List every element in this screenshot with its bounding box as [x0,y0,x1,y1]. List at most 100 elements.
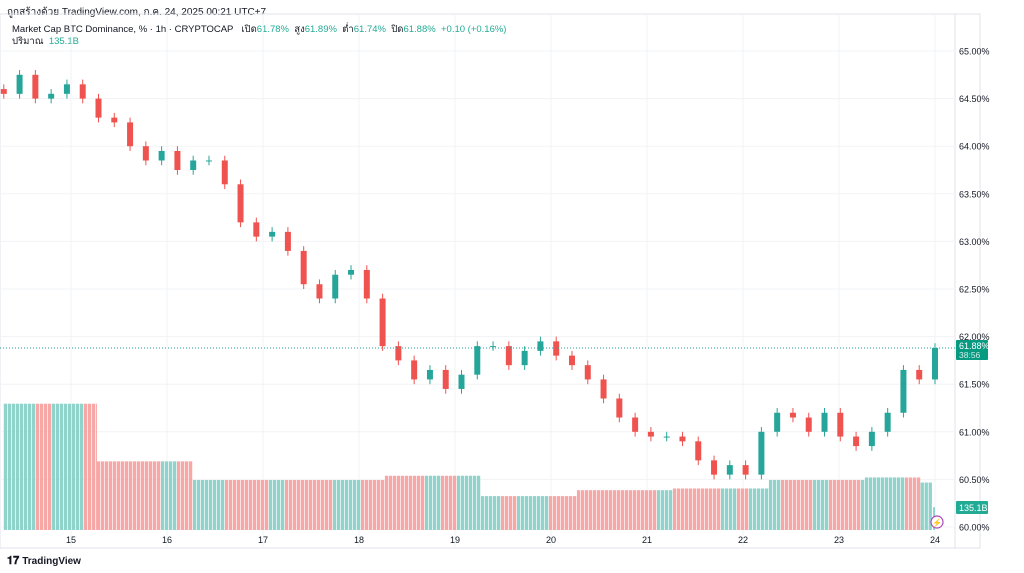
candle-body [379,298,386,347]
open-value: 61.78% [256,24,289,35]
candle-body [300,250,307,285]
volume-bar [528,496,533,530]
x-tick-label: 17 [258,535,268,545]
candle-body [190,160,197,170]
y-tick-label: 63.00% [959,237,990,247]
volume-bar [856,480,861,530]
volume-bar [752,488,757,530]
high-label: สูง [294,24,305,35]
volume-bar [832,480,837,530]
volume-bar [216,480,221,530]
volume-bar [152,461,157,530]
volume-bar [292,480,297,530]
volume-bar [556,496,561,530]
candle-body [332,274,339,299]
volume-bar [43,403,48,530]
volume-bar [196,480,201,530]
volume-bar [860,480,865,530]
volume-bar [156,461,161,530]
candle-body [48,93,55,99]
candle-body [32,74,39,99]
volume-bar [376,480,381,530]
candle-body [16,74,23,94]
volume-bar [688,488,693,530]
volume-bar [704,488,709,530]
volume-bar [624,490,629,530]
candle-body [505,346,512,366]
volume-bar [676,488,681,530]
candle-body [900,369,907,413]
volume-bar [212,480,217,530]
volume-bar [448,475,453,530]
candle-body [758,431,765,475]
volume-bar [31,403,36,530]
volume-bar [804,480,809,530]
volume-bar [820,480,825,530]
volume-bar [872,477,877,530]
volume-bar [316,480,321,530]
volume-bar [248,480,253,530]
volume-bar [320,480,325,530]
volume-bar [240,480,245,530]
volume-bar [184,461,189,530]
volume-value: 135.1B [48,36,79,47]
candle-body [348,269,355,275]
volume-bar [47,403,52,530]
y-tick-label: 61.00% [959,427,990,437]
volume-bar [23,403,28,530]
candle-body [95,98,102,118]
candle-body [679,436,686,442]
volume-bar [768,480,773,530]
volume-bar [91,403,96,530]
volume-bar [700,488,705,530]
candle-body [205,160,212,162]
volume-bar [460,475,465,530]
volume-bar [388,475,393,530]
volume-bar [55,403,60,530]
volume-bar [128,461,133,530]
volume-bar [352,480,357,530]
volume-bar [268,480,273,530]
volume-bar [264,480,269,530]
volume-bar [672,488,677,530]
volume-bar [224,480,229,530]
volume-bar [140,461,145,530]
volume-bar [760,488,765,530]
volume-bar [436,475,441,530]
y-tick-label: 61.50% [959,380,990,390]
volume-bar [252,480,257,530]
y-tick-label: 60.00% [959,523,990,533]
candle-body [916,369,923,380]
x-tick-label: 24 [930,535,940,545]
volume-bar [796,480,801,530]
y-tick-label: 62.50% [959,285,990,295]
volume-bar [208,480,213,530]
volume-bar [816,480,821,530]
volume-bar [380,480,385,530]
volume-bar [176,461,181,530]
volume-bar [684,488,689,530]
y-tick-label: 65.00% [959,47,990,57]
volume-bar [900,477,905,530]
volume-bar [708,488,713,530]
volume-bar [428,475,433,530]
volume-bar [784,480,789,530]
high-value: 61.89% [304,24,337,35]
volume-bar [220,480,225,530]
volume-bar [904,477,909,530]
volume-bar [332,480,337,530]
candle-body [553,341,560,356]
volume-bar [828,480,833,530]
volume-bar [464,475,469,530]
volume-bar [63,403,68,530]
tradingview-logo[interactable]: 𝟏𝟕 TradingView [7,555,81,568]
volume-bar [344,480,349,530]
candle-body [742,465,749,475]
candle-body [158,150,165,161]
volume-bar [168,461,173,530]
volume-bar [116,461,121,530]
volume-bar [19,403,24,530]
candle-body [521,350,528,366]
symbol-name[interactable]: Market Cap BTC Dominance, % · 1h · CRYPT… [12,24,234,35]
